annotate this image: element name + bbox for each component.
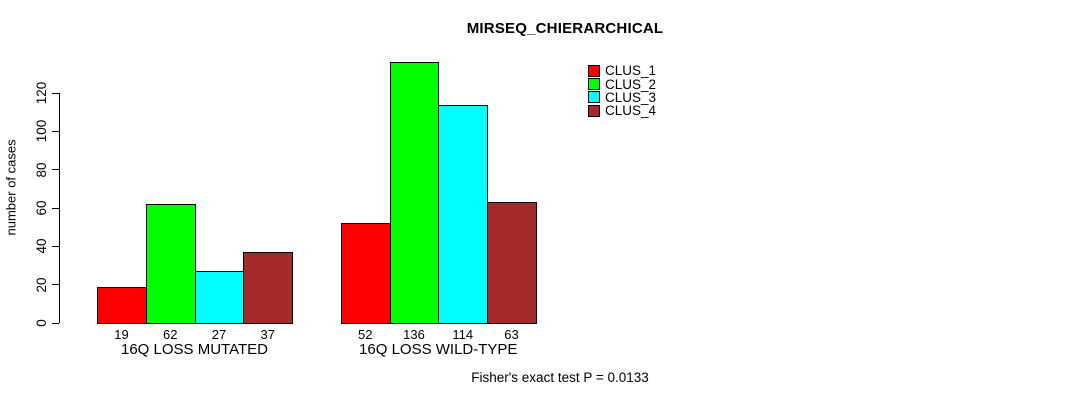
legend-label: CLUS_1 xyxy=(605,63,657,79)
legend-item-clus_3: CLUS_3 xyxy=(588,91,656,104)
legend-label: CLUS_3 xyxy=(605,89,657,105)
chart-title: MIRSEQ_CHIERARCHICAL xyxy=(466,20,664,37)
bar-count-label: 62 xyxy=(163,327,178,342)
y-tick-mark-20 xyxy=(52,284,59,286)
y-tick-mark-80 xyxy=(52,169,59,171)
bar-count-label: 19 xyxy=(114,327,129,342)
bar-clus_2-group2 xyxy=(389,62,440,324)
y-tick-label-100: 100 xyxy=(34,120,49,143)
y-tick-label-80: 80 xyxy=(34,162,49,178)
legend-swatch-icon xyxy=(588,91,600,104)
y-tick-label-40: 40 xyxy=(34,238,49,254)
fisher-test-annotation: Fisher's exact test P = 0.0133 xyxy=(471,370,649,385)
y-axis-line xyxy=(59,93,60,323)
y-tick-mark-40 xyxy=(52,245,59,247)
legend: CLUS_1 CLUS_2 CLUS_3 CLUS_4 xyxy=(588,64,656,118)
legend-item-clus_2: CLUS_2 xyxy=(588,76,657,92)
bar-count-label: 27 xyxy=(211,327,227,342)
legend-label: CLUS_4 xyxy=(605,103,657,119)
bar-count-label: 63 xyxy=(504,327,519,342)
bar-clus_2-group1 xyxy=(145,204,196,324)
bar-count-label: 37 xyxy=(260,327,275,342)
group-label-2: 16Q LOSS WILD-TYPE xyxy=(359,341,518,358)
bar-clus_3-group1 xyxy=(194,271,245,324)
bar-count-label: 52 xyxy=(358,327,373,342)
legend-swatch-icon xyxy=(588,64,600,77)
bar-clus_4-group1 xyxy=(243,252,293,324)
bar-clus_3-group2 xyxy=(438,104,488,324)
legend-swatch-icon xyxy=(588,104,600,117)
bar-clus_1-group2 xyxy=(340,223,391,324)
y-axis-title: number of cases xyxy=(3,139,19,236)
legend-swatch-icon xyxy=(588,78,600,91)
bar-count-label: 114 xyxy=(452,327,474,342)
y-tick-mark-60 xyxy=(52,207,59,209)
y-tick-label-20: 20 xyxy=(34,277,49,293)
legend-label: CLUS_2 xyxy=(605,76,657,92)
bar-count-label: 136 xyxy=(403,327,425,342)
y-tick-mark-120 xyxy=(52,92,59,94)
group-label-1: 16Q LOSS MUTATED xyxy=(121,341,268,358)
legend-item-clus_4: CLUS_4 xyxy=(588,103,657,119)
bar-clus_1-group1 xyxy=(97,286,147,324)
y-tick-label-120: 120 xyxy=(34,81,49,105)
y-tick-label-0: 0 xyxy=(34,319,49,327)
bar-clus_4-group2 xyxy=(487,202,537,324)
y-tick-label-60: 60 xyxy=(34,200,49,216)
legend-item-clus_1: CLUS_1 xyxy=(588,64,656,77)
y-tick-mark-0 xyxy=(52,322,59,324)
y-tick-mark-100 xyxy=(52,130,59,132)
